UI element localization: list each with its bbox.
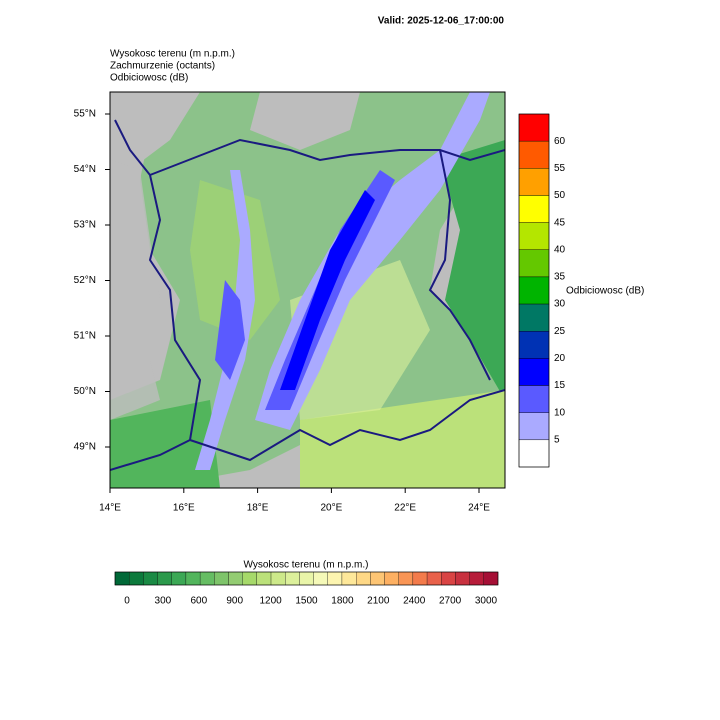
lat-label: 51°N bbox=[74, 331, 96, 342]
title-line: Wysokosc terenu (m n.p.m.) bbox=[110, 49, 235, 60]
colorbar-box bbox=[518, 113, 550, 142]
cloud bbox=[110, 160, 160, 420]
colorbar-label: 30 bbox=[554, 299, 566, 310]
colorbar-label: 2700 bbox=[439, 596, 462, 607]
colorbar-label: 40 bbox=[554, 244, 566, 255]
reflectivity-colorbar-frame bbox=[518, 113, 550, 468]
colorbar-box bbox=[518, 331, 550, 359]
colorbar-label: 25 bbox=[554, 326, 566, 337]
colorbar-label: 55 bbox=[554, 163, 566, 174]
colorbar-label: 1500 bbox=[295, 596, 318, 607]
colorbar-box bbox=[299, 571, 314, 586]
terrain-colorbar-frame bbox=[114, 571, 499, 586]
colorbar-box bbox=[518, 358, 550, 386]
terrain bbox=[190, 180, 280, 340]
colorbar-box bbox=[185, 571, 201, 586]
sea bbox=[110, 92, 200, 170]
lon-label: 18°E bbox=[247, 503, 269, 514]
colorbar-box bbox=[518, 439, 550, 468]
colorbar-label: 1800 bbox=[331, 596, 354, 607]
colorbar-label: 0 bbox=[124, 596, 130, 607]
colorbar-box bbox=[518, 276, 550, 305]
reflectivity bbox=[280, 190, 375, 390]
map bbox=[109, 91, 506, 489]
lat-label: 50°N bbox=[74, 386, 96, 397]
lon-label: 20°E bbox=[321, 503, 343, 514]
title-line: Zachmurzenie (octants) bbox=[110, 61, 215, 72]
colorbar-box bbox=[199, 571, 215, 586]
colorbar-box bbox=[341, 571, 357, 586]
lon-label: 16°E bbox=[173, 503, 195, 514]
colorbar-box bbox=[214, 571, 229, 586]
colorbar-box bbox=[469, 571, 484, 586]
colorbar-box bbox=[412, 571, 428, 586]
colorbar-box bbox=[256, 571, 272, 586]
colorbar-label: 5 bbox=[554, 434, 560, 445]
lon-label: 14°E bbox=[99, 503, 121, 514]
sea bbox=[250, 92, 360, 150]
colorbar-box bbox=[426, 571, 442, 586]
colorbar-box bbox=[327, 571, 343, 586]
colorbar-label: 15 bbox=[554, 380, 566, 391]
colorbar-label: 600 bbox=[190, 596, 207, 607]
colorbar-label: 3000 bbox=[475, 596, 498, 607]
reflectivity bbox=[215, 280, 245, 380]
colorbar-box bbox=[518, 195, 550, 223]
colorbar-box bbox=[518, 412, 550, 441]
reflectivity-legend-title: Odbiciowosc (dB) bbox=[566, 286, 644, 297]
colorbar-box bbox=[114, 571, 130, 586]
colorbar-label: 10 bbox=[554, 407, 566, 418]
colorbar-box bbox=[441, 571, 456, 586]
colorbar-box bbox=[455, 571, 470, 586]
colorbar-box bbox=[518, 303, 550, 332]
colorbar-box bbox=[157, 571, 172, 586]
reflectivity bbox=[195, 170, 255, 470]
colorbar-label: 60 bbox=[554, 136, 566, 147]
colorbar-box bbox=[518, 222, 550, 250]
map-frame bbox=[109, 91, 506, 489]
colorbar-box bbox=[518, 140, 550, 169]
colorbar-box bbox=[518, 249, 550, 278]
colorbar-label: 50 bbox=[554, 190, 566, 201]
lon-label: 24°E bbox=[468, 503, 490, 514]
colorbar-box bbox=[313, 571, 328, 586]
colorbar-box bbox=[355, 571, 371, 586]
colorbar-box bbox=[228, 571, 243, 586]
colorbar-box bbox=[171, 571, 187, 586]
colorbar-label: 900 bbox=[226, 596, 243, 607]
colorbar-box bbox=[483, 571, 499, 586]
title-line: Odbiciowosc (dB) bbox=[110, 73, 188, 84]
colorbar-label: 45 bbox=[554, 217, 566, 228]
lat-label: 49°N bbox=[74, 442, 96, 453]
colorbar-box bbox=[285, 571, 300, 586]
colorbar-box bbox=[518, 385, 550, 413]
colorbar-label: 35 bbox=[554, 272, 566, 283]
colorbar-label: 2400 bbox=[403, 596, 426, 607]
colorbar-box bbox=[398, 571, 414, 586]
colorbar-box bbox=[143, 571, 158, 586]
colorbar-box bbox=[370, 571, 385, 586]
colorbar-box bbox=[270, 571, 286, 586]
colorbar-box bbox=[384, 571, 399, 586]
terrain-legend-title: Wysokosc terenu (m n.p.m.) bbox=[244, 560, 369, 571]
colorbar-label: 300 bbox=[155, 596, 172, 607]
lat-label: 55°N bbox=[74, 109, 96, 120]
colorbar-label: 2100 bbox=[367, 596, 390, 607]
valid-time: Valid: 2025-12-06_17:00:00 bbox=[378, 16, 505, 27]
colorbar-label: 1200 bbox=[259, 596, 282, 607]
colorbar-box bbox=[518, 168, 550, 196]
terrain bbox=[440, 140, 505, 400]
lon-label: 22°E bbox=[394, 503, 416, 514]
lat-label: 52°N bbox=[74, 275, 96, 286]
colorbar-box bbox=[242, 571, 258, 586]
lat-label: 53°N bbox=[74, 220, 96, 231]
lat-label: 54°N bbox=[74, 164, 96, 175]
colorbar-label: 20 bbox=[554, 353, 566, 364]
colorbar-box bbox=[129, 571, 144, 586]
border bbox=[110, 119, 505, 471]
